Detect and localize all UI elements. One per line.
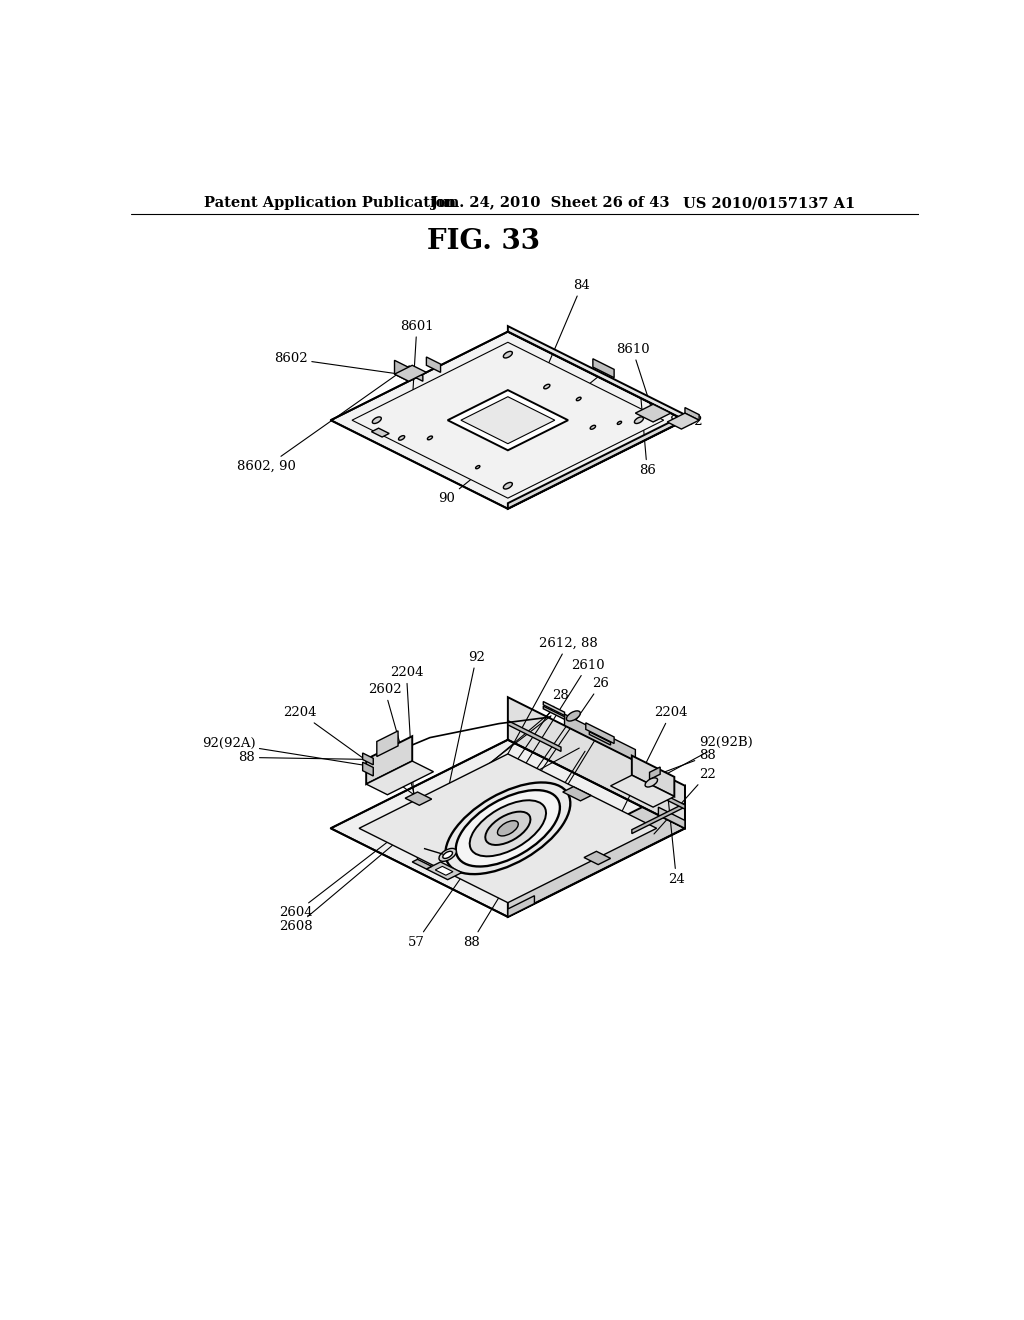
Text: 8601: 8601 — [400, 319, 434, 430]
Polygon shape — [632, 779, 685, 809]
Polygon shape — [377, 731, 398, 756]
Polygon shape — [508, 785, 685, 917]
Text: 22: 22 — [654, 768, 716, 834]
Ellipse shape — [475, 466, 480, 469]
Text: 28: 28 — [452, 689, 569, 855]
Ellipse shape — [544, 384, 550, 389]
Polygon shape — [331, 739, 685, 917]
Polygon shape — [584, 851, 610, 865]
Polygon shape — [426, 862, 462, 879]
Text: 2608: 2608 — [279, 711, 551, 933]
Ellipse shape — [373, 417, 381, 424]
Text: 8602: 8602 — [670, 414, 703, 428]
Polygon shape — [435, 866, 453, 875]
Text: 2204: 2204 — [284, 706, 417, 796]
Text: 88: 88 — [658, 750, 716, 775]
Text: 8610: 8610 — [615, 343, 652, 412]
Text: 92(92B): 92(92B) — [651, 735, 753, 783]
Polygon shape — [362, 752, 374, 764]
Ellipse shape — [442, 851, 453, 858]
Text: 26: 26 — [470, 677, 609, 875]
Ellipse shape — [439, 849, 457, 862]
Ellipse shape — [445, 783, 570, 874]
Polygon shape — [426, 356, 440, 372]
Ellipse shape — [470, 800, 546, 857]
Polygon shape — [593, 359, 614, 378]
Polygon shape — [508, 326, 685, 420]
Ellipse shape — [504, 482, 512, 488]
Polygon shape — [508, 414, 685, 508]
Polygon shape — [632, 755, 675, 796]
Text: US 2010/0157137 A1: US 2010/0157137 A1 — [683, 197, 856, 210]
Ellipse shape — [590, 425, 596, 429]
Polygon shape — [668, 413, 699, 429]
Polygon shape — [632, 803, 685, 834]
Text: 2204: 2204 — [390, 667, 423, 859]
Polygon shape — [352, 342, 664, 498]
Text: 88: 88 — [239, 751, 384, 764]
Text: Patent Application Publication: Patent Application Publication — [204, 197, 456, 210]
Polygon shape — [610, 775, 675, 807]
Text: 2204: 2204 — [599, 706, 688, 858]
Polygon shape — [409, 368, 423, 381]
Polygon shape — [563, 787, 591, 801]
Polygon shape — [359, 754, 656, 903]
Text: 92: 92 — [440, 748, 580, 825]
Polygon shape — [544, 701, 564, 715]
Polygon shape — [586, 723, 614, 743]
Text: 90: 90 — [438, 374, 602, 506]
Ellipse shape — [427, 436, 432, 440]
Text: 92(92A): 92(92A) — [202, 737, 391, 770]
Polygon shape — [658, 807, 685, 829]
Text: 2604: 2604 — [279, 715, 551, 920]
Polygon shape — [394, 360, 409, 381]
Polygon shape — [508, 721, 561, 751]
Polygon shape — [508, 697, 685, 829]
Polygon shape — [372, 428, 389, 437]
Text: 84: 84 — [496, 279, 590, 486]
Polygon shape — [367, 737, 413, 784]
Polygon shape — [331, 331, 685, 508]
Text: 2610: 2610 — [458, 659, 604, 873]
Text: 2602: 2602 — [368, 684, 429, 849]
Text: FIG. 33: FIG. 33 — [427, 228, 540, 255]
Ellipse shape — [398, 436, 404, 440]
Polygon shape — [590, 731, 610, 744]
Text: 24: 24 — [668, 791, 685, 886]
Ellipse shape — [566, 711, 581, 721]
Polygon shape — [649, 767, 660, 780]
Ellipse shape — [577, 397, 581, 401]
Polygon shape — [367, 762, 433, 795]
Polygon shape — [508, 896, 535, 917]
Polygon shape — [544, 706, 564, 719]
Text: 2204: 2204 — [523, 751, 585, 829]
Polygon shape — [362, 762, 374, 776]
Text: 88: 88 — [463, 733, 599, 949]
Text: 92: 92 — [432, 651, 484, 865]
Text: Jun. 24, 2010  Sheet 26 of 43: Jun. 24, 2010 Sheet 26 of 43 — [431, 197, 670, 210]
Ellipse shape — [617, 421, 622, 425]
Polygon shape — [564, 714, 635, 760]
Text: 2612, 88: 2612, 88 — [444, 638, 597, 870]
Polygon shape — [394, 366, 426, 381]
Ellipse shape — [485, 812, 530, 845]
Polygon shape — [447, 391, 568, 450]
Ellipse shape — [645, 777, 657, 787]
Text: 57: 57 — [408, 717, 572, 949]
Polygon shape — [461, 397, 555, 444]
Text: 8602: 8602 — [274, 352, 411, 376]
Ellipse shape — [635, 417, 643, 424]
Text: 86: 86 — [639, 397, 655, 477]
Text: 8602, 90: 8602, 90 — [238, 366, 410, 473]
Polygon shape — [406, 792, 432, 805]
Polygon shape — [685, 408, 699, 420]
Ellipse shape — [456, 791, 560, 866]
Polygon shape — [413, 859, 432, 869]
Ellipse shape — [498, 821, 518, 836]
Polygon shape — [635, 404, 671, 422]
Ellipse shape — [504, 351, 512, 358]
